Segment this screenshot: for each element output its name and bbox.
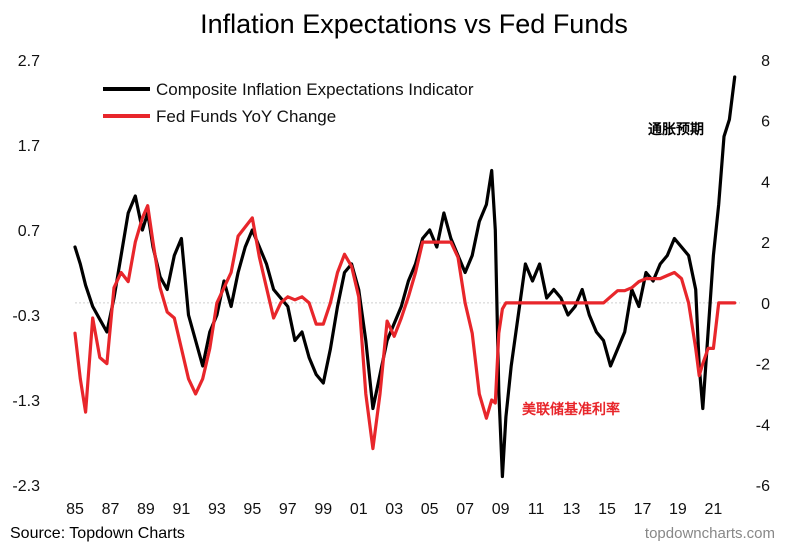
right-axis: 8 6 4 2 0 -2 -4 -6 [756,53,770,495]
legend-label-fedfunds: Fed Funds YoY Change [156,107,336,126]
left-tick-label: -2.3 [12,478,40,495]
x-tick-label: 09 [492,501,510,518]
right-tick-label: 0 [761,296,770,313]
left-tick-label: 1.7 [18,138,40,155]
x-tick-label: 99 [314,501,332,518]
right-tick-label: 2 [761,235,770,252]
x-tick-label: 17 [634,501,652,518]
x-tick-label: 03 [385,501,403,518]
right-tick-label: 6 [761,114,770,131]
x-tick-label: 95 [243,501,261,518]
x-tick-label: 93 [208,501,226,518]
series-line-inflation-expectations [73,75,737,479]
legend-label-expectations: Composite Inflation Expectations Indicat… [156,80,474,99]
left-tick-label: 2.7 [18,53,40,70]
series-line-fed-funds [73,204,737,451]
x-tick-label: 07 [456,501,474,518]
x-tick-label: 13 [563,501,581,518]
watermark: topdowncharts.com [645,525,775,542]
x-tick-label: 87 [102,501,120,518]
x-tick-label: 85 [66,501,84,518]
right-tick-label: -6 [756,478,770,495]
x-tick-label: 91 [173,501,191,518]
x-tick-label: 11 [528,501,545,518]
left-axis: 2.7 1.7 0.7 -0.3 -1.3 -2.3 [12,53,40,495]
x-tick-label: 15 [598,501,616,518]
annotation-fed-funds-rate: 美联储基准利率 [522,401,620,418]
series-layer [73,75,737,479]
right-tick-label: -2 [756,357,770,374]
left-tick-label: -1.3 [12,393,40,410]
right-tick-label: -4 [756,417,770,434]
x-tick-label: 19 [669,501,687,518]
x-tick-label: 21 [705,501,723,518]
source-note: Source: Topdown Charts [10,525,185,542]
left-tick-label: 0.7 [18,223,40,240]
legend: Composite Inflation Expectations Indicat… [103,80,474,126]
left-tick-label: -0.3 [12,308,40,325]
x-tick-label: 89 [137,501,155,518]
x-tick-label: 05 [421,501,439,518]
right-tick-label: 4 [761,174,770,191]
x-axis: 85 87 89 91 93 95 97 99 01 03 05 07 09 11 13 15 17 19 21 [66,501,722,518]
annotation-inflation-expectations: 通胀预期 [648,122,704,138]
chart-title: Inflation Expectations vs Fed Funds [200,9,628,39]
right-tick-label: 8 [761,53,770,70]
x-tick-label: 01 [350,501,368,518]
x-tick-label: 97 [279,501,297,518]
